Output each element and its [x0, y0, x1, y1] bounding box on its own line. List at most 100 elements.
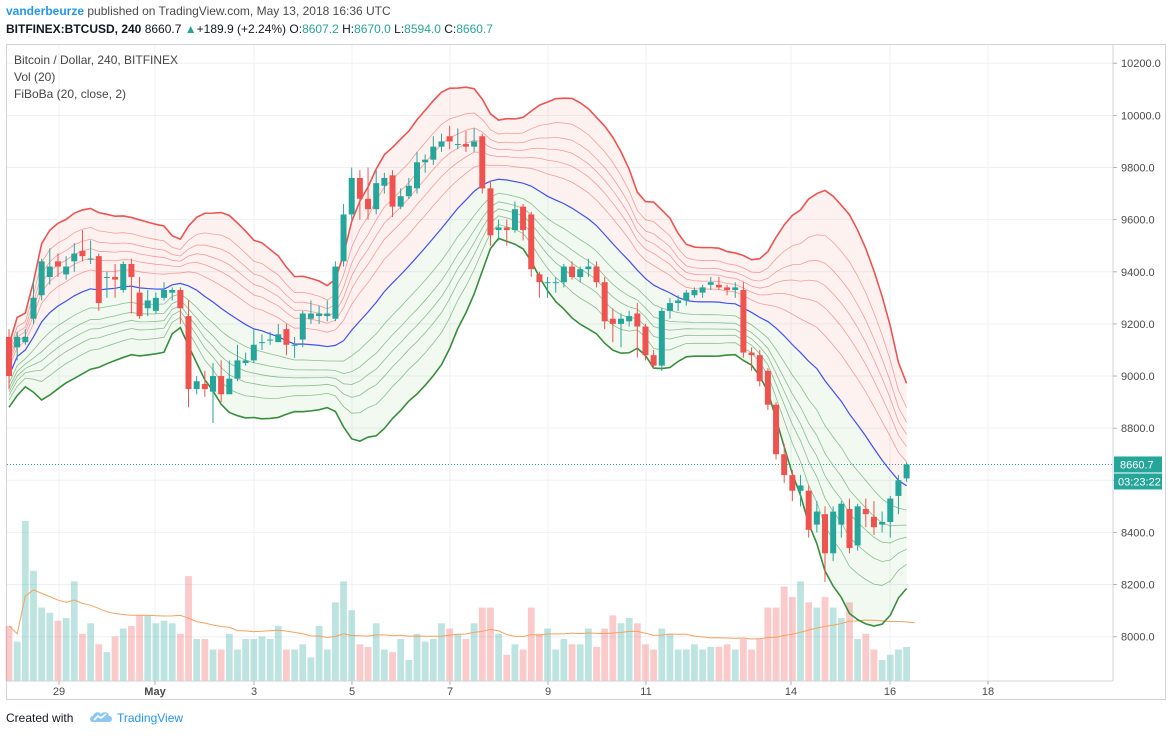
- candle-body: [789, 475, 796, 491]
- candle-body: [242, 360, 249, 363]
- volume-bar: [609, 615, 617, 681]
- publish-line: vanderbeurze published on TradingView.co…: [6, 4, 391, 18]
- volume-bar: [144, 615, 152, 681]
- candle-body: [528, 214, 535, 270]
- candle-body: [356, 177, 363, 199]
- upper-fib-band: [8, 151, 907, 447]
- candle-body: [707, 282, 714, 285]
- y-tick-label: 8000.0: [1121, 632, 1155, 644]
- price-axis[interactable]: 10200.0 10000.0 9800.0 9600.0 9400.0 9200.0 90…: [1112, 45, 1162, 681]
- candle-body: [846, 508, 853, 549]
- candle-body: [797, 485, 804, 491]
- candle-body: [487, 188, 494, 236]
- published-text: published on TradingView.com, May 13, 20…: [87, 4, 391, 18]
- volume-bar: [429, 639, 437, 681]
- volume-bar: [21, 521, 29, 681]
- volume-bar: [421, 641, 429, 681]
- y-tick-label: 9400.0: [1121, 267, 1155, 279]
- candle-body: [185, 316, 192, 390]
- candle-body: [438, 141, 445, 147]
- volume-bar: [315, 625, 323, 681]
- candle-body: [397, 196, 404, 207]
- x-tick-label: 16: [884, 686, 896, 698]
- x-tick-label: 7: [447, 686, 453, 698]
- x-tick-label: 14: [785, 686, 797, 698]
- volume-bar: [274, 625, 282, 681]
- author-link[interactable]: vanderbeurze: [6, 4, 85, 18]
- candle-body: [577, 269, 584, 277]
- volume-bar: [258, 636, 266, 681]
- candle-body: [291, 344, 298, 346]
- volume-bar: [119, 628, 127, 681]
- open-label: O:: [289, 22, 303, 36]
- low-label: L:: [394, 22, 405, 36]
- candle-body: [903, 464, 910, 479]
- x-tick-label: 5: [349, 686, 355, 698]
- volume-bar: [225, 633, 233, 681]
- volume-bar: [454, 633, 462, 681]
- candle-body: [169, 290, 176, 293]
- candle-body: [389, 175, 396, 207]
- candle-body: [316, 313, 323, 317]
- volume-bar: [674, 649, 682, 681]
- lower-fib-band: [8, 208, 907, 544]
- candle-body: [250, 344, 257, 361]
- volume-bar: [862, 633, 870, 681]
- volume-bar: [356, 644, 364, 681]
- volume-bar: [642, 644, 649, 681]
- candle-body: [120, 263, 127, 291]
- open-value: 8607.2: [302, 22, 339, 36]
- volume-bar: [193, 639, 201, 681]
- volume-bar: [87, 623, 94, 681]
- volume-bar: [95, 644, 103, 681]
- candle-body: [267, 339, 274, 341]
- volume-bar: [79, 633, 86, 681]
- candle-body: [626, 316, 633, 322]
- volume-bar: [544, 628, 551, 681]
- y-tick-label: 10200.0: [1121, 58, 1161, 70]
- tradingview-cloud-icon[interactable]: [88, 709, 114, 730]
- volume-bar: [495, 633, 502, 681]
- candle-body: [95, 256, 102, 304]
- volume-bar: [209, 649, 217, 681]
- volume-bar: [242, 639, 250, 681]
- candle-body: [152, 297, 159, 311]
- candle-body: [895, 480, 902, 496]
- candle-body: [569, 266, 576, 277]
- candle-body: [593, 266, 600, 283]
- symbol-label: BITFINEX:BTCUSD, 240: [6, 22, 142, 36]
- tradingview-link[interactable]: TradingView: [117, 711, 184, 725]
- candle-body: [870, 516, 877, 528]
- volume-bar: [813, 607, 821, 681]
- volume-bar: [487, 607, 494, 681]
- volume-bar: [364, 646, 372, 681]
- candle-body: [332, 266, 339, 319]
- candle-body: [46, 266, 53, 277]
- candle-body: [666, 303, 673, 311]
- candle-body: [618, 318, 624, 324]
- candle-body: [748, 352, 755, 356]
- volume-bar: [217, 649, 225, 681]
- legend-vol: Vol (20): [14, 70, 56, 84]
- high-value: 8670.0: [354, 22, 391, 36]
- candle-body: [234, 360, 241, 379]
- candle-body: [112, 276, 119, 280]
- volume-bar: [536, 633, 543, 681]
- header-bar: vanderbeurze published on TradingView.co…: [0, 0, 1172, 44]
- volume-bar: [886, 654, 894, 681]
- volume-bar: [478, 607, 486, 681]
- volume-bar: [691, 644, 698, 681]
- volume-bar: [593, 646, 600, 681]
- volume-bar: [38, 607, 46, 681]
- volume-bar: [715, 646, 723, 681]
- candle-body: [756, 355, 763, 382]
- candle-body: [54, 261, 61, 267]
- change-arrow: ▲: [184, 22, 197, 36]
- candle-body: [552, 282, 559, 284]
- candle-body: [430, 146, 437, 160]
- volume-bar: [903, 646, 910, 681]
- time-axis[interactable]: 29 May 3 5 7 9 11 14 16 18: [7, 680, 1113, 698]
- candle-body: [830, 511, 837, 554]
- candle-body: [675, 300, 682, 304]
